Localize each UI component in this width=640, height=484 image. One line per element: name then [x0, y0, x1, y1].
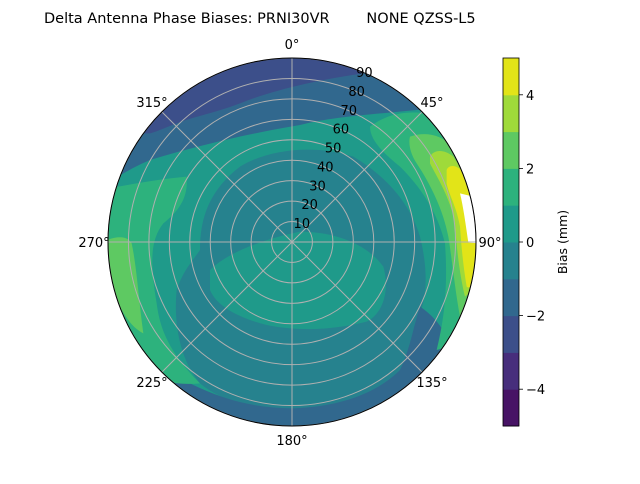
radial-tick-labels: 10 20 30 40 50 60 70 80 90 [294, 66, 373, 232]
azimuth-tick-label: 45° [420, 96, 443, 111]
colorbar-band [503, 389, 519, 427]
polar-frame [107, 57, 477, 427]
azimuth-grid-line [161, 241, 293, 373]
chart-title: Delta Antenna Phase Biases: PRNI30VR NON… [44, 11, 476, 27]
azimuth-grid-line [291, 241, 423, 373]
colorbar-band [503, 352, 519, 390]
colorbar-label: Bias (mm) [555, 210, 570, 274]
azimuth-tick-label: 180° [276, 434, 307, 449]
radial-tick-label: 20 [301, 198, 318, 213]
colorbar-band [503, 94, 519, 133]
radial-tick-label: 40 [317, 160, 334, 175]
azimuth-tick-label: 225° [136, 376, 167, 391]
colorbar-band [503, 205, 519, 243]
azimuth-tick-label: 315° [136, 96, 167, 111]
colorbar-tick-label: −4 [526, 383, 545, 398]
colorbar-band [503, 242, 519, 280]
azimuth-tick-labels: 0° 45° 90° 135° 180° 225° 270° 315° [78, 38, 501, 449]
colorbar-tick-label: 4 [526, 89, 534, 104]
radial-tick-label: 60 [333, 123, 350, 138]
azimuth-tick-label: 135° [416, 376, 447, 391]
colorbar-tick-label: 0 [526, 236, 534, 251]
radial-tick-label: 70 [340, 104, 357, 119]
colorbar: −4 −2 0 2 4 Bias (mm) [502, 57, 570, 427]
colorbar-tick-label: 2 [526, 162, 534, 177]
radial-tick-label: 90 [356, 66, 373, 81]
azimuth-tick-label: 90° [478, 236, 501, 251]
radial-tick-label: 80 [348, 85, 365, 100]
azimuth-grid-line [161, 111, 293, 243]
colorbar-tick-label: −2 [526, 310, 545, 325]
colorbar-band [503, 315, 519, 353]
colorbar-band [503, 131, 519, 169]
azimuth-tick-label: 270° [78, 236, 109, 251]
colorbar-band [503, 168, 519, 206]
azimuth-tick-label: 0° [285, 38, 300, 53]
colorbar-band [503, 58, 519, 96]
contour-level-2-3 [107, 237, 144, 334]
azimuth-grid-line [291, 111, 423, 243]
contour-level-above-max [459, 193, 476, 244]
radial-tick-label: 10 [294, 217, 311, 232]
radial-tick-label: 30 [309, 179, 326, 194]
radial-tick-label: 50 [325, 142, 342, 157]
colorbar-band [503, 278, 519, 317]
polar-grid [107, 57, 477, 427]
